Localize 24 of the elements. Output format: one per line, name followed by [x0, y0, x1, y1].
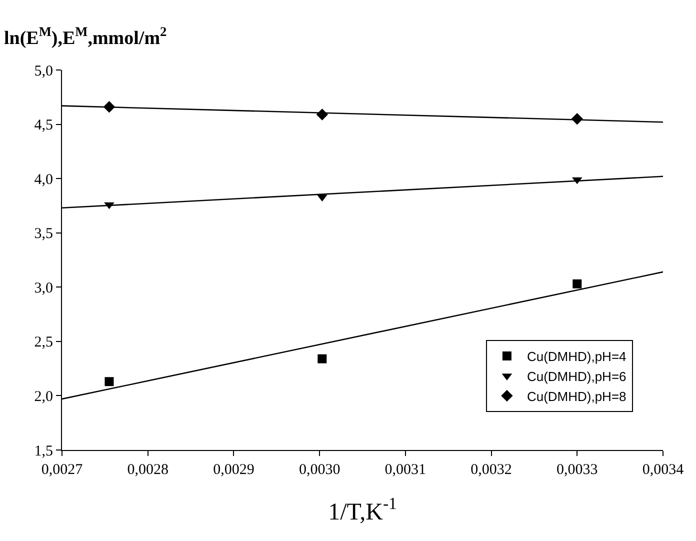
x-tick-label: 0,0031 — [384, 462, 426, 478]
legend-label: Cu(DMHD),pH=8 — [526, 388, 626, 404]
x-tick-label: 0,0028 — [127, 462, 168, 478]
x-tick-label: 0,0032 — [470, 462, 512, 478]
x-tick-label: 0,0030 — [298, 462, 340, 478]
legend-label: Cu(DMHD),pH=4 — [526, 349, 626, 364]
y-tick-label: 2,0 — [34, 388, 53, 405]
point — [318, 354, 327, 364]
y-tick-label: 5,0 — [34, 63, 53, 80]
y-tick-label: 3,5 — [34, 226, 53, 242]
x-axis-title: 1/T,K$^{-1}$ — [328, 494, 397, 526]
y-tick-label: 4,0 — [34, 172, 53, 188]
x-tick-label: 0,0029 — [213, 462, 254, 478]
y-tick-label: 3,0 — [34, 280, 53, 296]
point — [104, 377, 114, 386]
x-tick-label: 0,0033 — [556, 462, 598, 478]
x-tick-label: 0,0027 — [41, 462, 84, 478]
y-tick-label: 2,5 — [34, 334, 53, 351]
legend-label: Cu(DMHD),pH=6 — [526, 368, 626, 384]
y-tick-label: 1,5 — [34, 443, 53, 460]
y-axis-title: ln(E$^{M}$),E$^{M}$,mmol/m$^{2}$ — [4, 24, 168, 49]
point — [572, 279, 582, 288]
y-tick-label: 4,5 — [34, 118, 53, 134]
x-tick-label: 0,0034 — [642, 462, 684, 478]
